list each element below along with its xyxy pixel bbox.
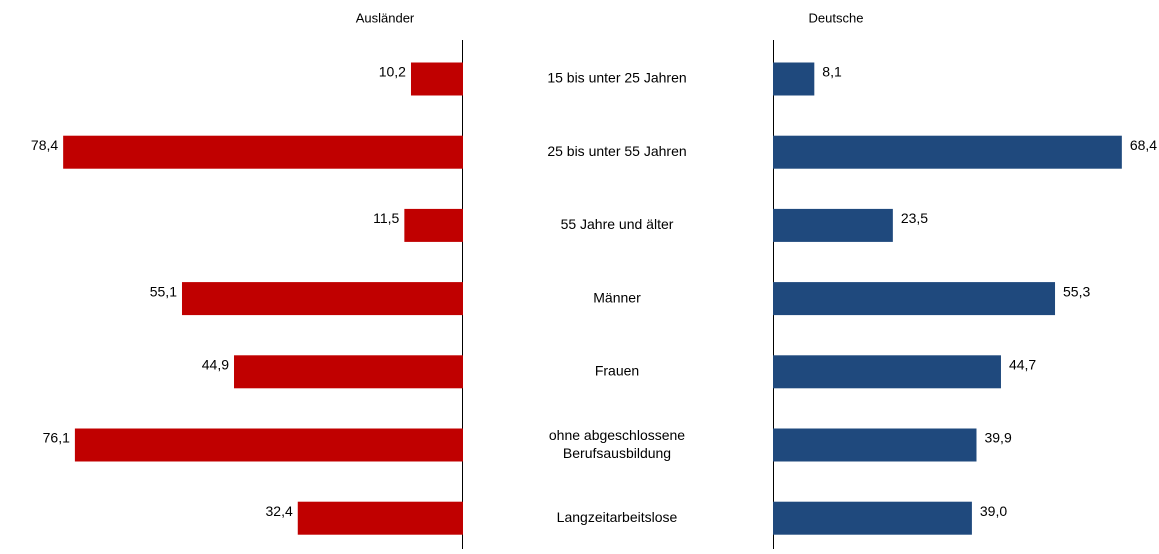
category-label: Frauen bbox=[595, 363, 639, 379]
bar bbox=[773, 428, 977, 462]
value-label: 68,4 bbox=[1130, 137, 1157, 153]
value-label: 44,9 bbox=[202, 357, 229, 373]
value-label: 55,1 bbox=[150, 283, 177, 299]
bar bbox=[181, 282, 464, 316]
series-header: Deutsche bbox=[809, 10, 864, 25]
bar bbox=[74, 428, 463, 462]
category-label: Männer bbox=[593, 289, 641, 305]
bar bbox=[63, 135, 463, 169]
bar bbox=[773, 355, 1001, 389]
value-label: 8,1 bbox=[822, 64, 842, 80]
series-header: Ausländer bbox=[356, 10, 415, 25]
value-label: 23,5 bbox=[901, 210, 928, 226]
value-label: 10,2 bbox=[379, 64, 406, 80]
bar bbox=[234, 355, 463, 389]
value-label: 76,1 bbox=[43, 430, 70, 446]
bar bbox=[773, 62, 815, 96]
bar bbox=[773, 282, 1056, 316]
value-label: 39,9 bbox=[984, 430, 1011, 446]
bar bbox=[773, 135, 1122, 169]
category-label: 55 Jahre und älter bbox=[561, 216, 674, 232]
value-label: 44,7 bbox=[1009, 357, 1036, 373]
bar bbox=[773, 208, 893, 242]
category-label: 25 bis unter 55 Jahren bbox=[547, 143, 686, 159]
value-label: 11,5 bbox=[373, 210, 399, 226]
value-label: 39,0 bbox=[980, 503, 1007, 519]
value-label: 32,4 bbox=[266, 503, 293, 519]
category-label: ohne abgeschlossene Berufsausbildung bbox=[549, 427, 685, 461]
value-label: 55,3 bbox=[1063, 283, 1090, 299]
category-label: Langzeitarbeitslose bbox=[557, 509, 678, 525]
bar bbox=[404, 208, 463, 242]
bar bbox=[297, 501, 463, 535]
category-label: 15 bis unter 25 Jahren bbox=[547, 70, 686, 86]
bar bbox=[773, 501, 972, 535]
bar bbox=[410, 62, 463, 96]
value-label: 78,4 bbox=[31, 137, 58, 153]
